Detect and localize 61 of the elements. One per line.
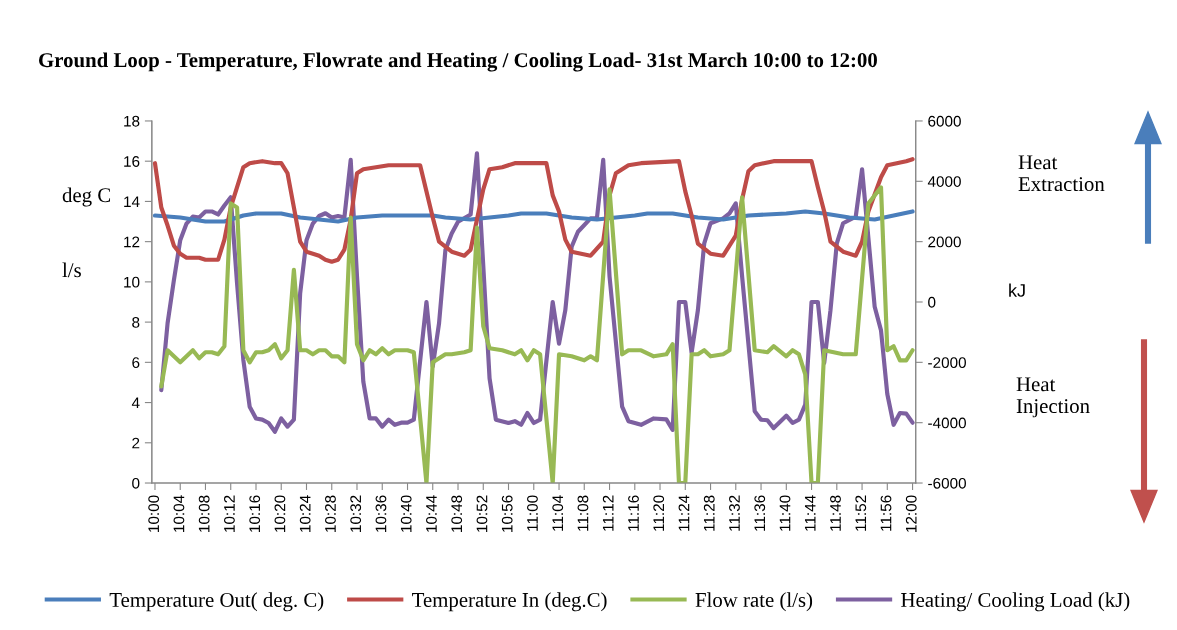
y-tick-label: 0 [132, 477, 140, 489]
x-tick-label: 10:20 [274, 495, 286, 532]
x-tick-label: 11:52 [855, 495, 867, 531]
legend-label: Temperature Out( deg. C) [109, 592, 324, 612]
y-tick-label: 8 [132, 316, 140, 328]
x-tick-label: 11:40 [779, 495, 791, 531]
x-tick-label: 11:36 [754, 495, 766, 531]
y-tick-label: 14 [124, 196, 140, 207]
x-tick-label: 10:04 [173, 495, 185, 532]
chart-title: Ground Loop - Temperature, Flowrate and Heating / Cooling Load- 31st March 10:00 to 12:00 [39, 52, 877, 72]
x-tick-label: 12:00 [905, 495, 917, 532]
y-tick-label: 2 [132, 437, 140, 449]
x-tick-label: 10:32 [350, 495, 362, 532]
text: l/s [62, 262, 81, 278]
y-tick-label: 6 [132, 357, 140, 369]
x-tick-label: 10:28 [325, 495, 336, 532]
x-tick-label: 10:24 [299, 495, 311, 532]
y-tick-label: 16 [124, 156, 140, 167]
x-tick-label: 10:12 [224, 495, 235, 532]
line-series [152, 157, 915, 264]
x-tick-label: 10:36 [375, 495, 387, 532]
x-tick-label: 11:00 [527, 495, 538, 531]
x-tick-label: 10:44 [426, 495, 437, 532]
line-series [152, 209, 915, 224]
x-tick-label: 11:08 [577, 495, 589, 531]
y2-tick-label: 0 [928, 296, 936, 308]
x-tick-label: 11:04 [552, 495, 564, 531]
legend-label: Flow rate (l/s) [695, 592, 813, 612]
y2-tick-label: -6000 [928, 477, 966, 489]
x-tick-label: 10:08 [198, 495, 210, 532]
x-tick-label: 10:48 [451, 495, 463, 532]
legend-label: Temperature In (deg.C) [412, 592, 607, 612]
x-tick-label: 10:52 [476, 495, 488, 532]
text: Heat Injection [1016, 377, 1090, 418]
text: Heat Extraction [1018, 155, 1105, 192]
x-tick-label: 11:16 [628, 495, 639, 531]
x-tick-label: 11:20 [653, 495, 665, 531]
x-tick-label: 10:56 [501, 495, 513, 532]
y2-tick-label: 2000 [928, 236, 961, 248]
x-tick-label: 10:00 [148, 495, 160, 532]
x-tick-label: 10:40 [400, 495, 412, 532]
y-tick-label: 4 [131, 397, 140, 409]
y2-tick-label: -2000 [928, 357, 966, 369]
legend-label: Heating/ Cooling Load (kJ) [901, 592, 1130, 612]
x-tick-label: 11:12 [602, 495, 614, 531]
x-tick-label: 11:32 [729, 495, 740, 531]
y2-axis-title: kJ [1009, 283, 1025, 297]
x-tick-label: 11:28 [703, 495, 715, 531]
x-tick-label: 11:44 [804, 495, 816, 531]
x-tick-label: 11:24 [678, 495, 690, 531]
x-tick-label: 10:16 [249, 495, 261, 532]
y-tick-label: 10 [124, 276, 140, 288]
y-axis-title: deg C [62, 187, 111, 207]
y-tick-label: 18 [124, 115, 140, 127]
y2-tick-label: 4000 [927, 176, 961, 187]
x-tick-label: 11:56 [880, 495, 892, 531]
y2-tick-label: 6000 [928, 115, 961, 127]
x-tick-label: 11:48 [830, 495, 841, 531]
line-series [159, 185, 915, 484]
y-tick-label: 12 [124, 236, 140, 248]
y2-tick-label: -4000 [928, 417, 966, 429]
